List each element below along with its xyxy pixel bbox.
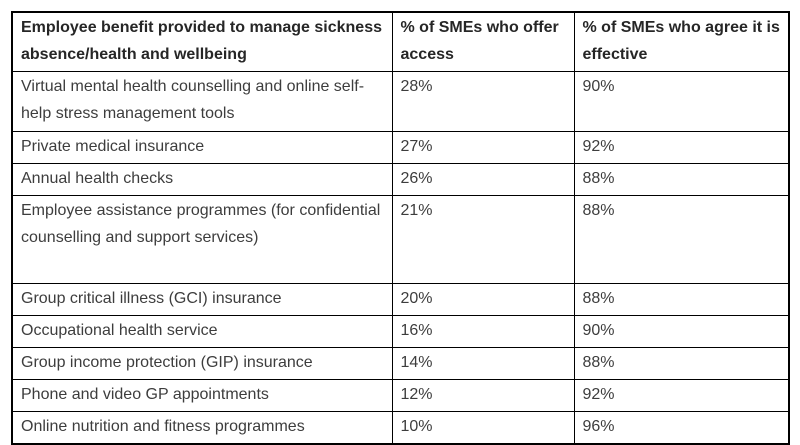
effective-cell: 88% [573, 163, 790, 196]
header-row: Employee benefit provided to manage sick… [11, 11, 790, 72]
table-row: Employee assistance programmes (for conf… [11, 195, 790, 284]
table-row: Group income protection (GIP) insurance … [11, 347, 790, 380]
benefit-cell: Occupational health service [11, 315, 393, 348]
effective-cell: 90% [573, 315, 790, 348]
offer-access-cell: 20% [391, 283, 575, 316]
offer-access-cell: 16% [391, 315, 575, 348]
effective-cell: 92% [573, 131, 790, 164]
effective-cell: 88% [573, 195, 790, 284]
benefit-cell: Virtual mental health counselling and on… [11, 71, 393, 132]
effective-cell: 88% [573, 347, 790, 380]
benefit-cell: Online nutrition and fitness programmes [11, 411, 393, 445]
benefit-cell: Private medical insurance [11, 131, 393, 164]
benefits-table: Employee benefit provided to manage sick… [11, 11, 790, 445]
benefit-cell: Group critical illness (GCI) insurance [11, 283, 393, 316]
table-row: Group critical illness (GCI) insurance 2… [11, 283, 790, 316]
column-header-agree-effective: % of SMEs who agree it is effective [573, 11, 790, 72]
benefit-cell: Phone and video GP appointments [11, 379, 393, 412]
effective-cell: 96% [573, 411, 790, 445]
offer-access-cell: 28% [391, 71, 575, 132]
table-row: Private medical insurance 27% 92% [11, 131, 790, 164]
benefit-cell: Annual health checks [11, 163, 393, 196]
column-header-benefit: Employee benefit provided to manage sick… [11, 11, 393, 72]
offer-access-cell: 26% [391, 163, 575, 196]
offer-access-cell: 14% [391, 347, 575, 380]
effective-cell: 92% [573, 379, 790, 412]
effective-cell: 90% [573, 71, 790, 132]
table-row: Online nutrition and fitness programmes … [11, 411, 790, 445]
table-row: Annual health checks 26% 88% [11, 163, 790, 196]
benefit-cell: Employee assistance programmes (for conf… [11, 195, 393, 284]
offer-access-cell: 27% [391, 131, 575, 164]
offer-access-cell: 10% [391, 411, 575, 445]
offer-access-cell: 21% [391, 195, 575, 284]
table-row: Occupational health service 16% 90% [11, 315, 790, 348]
page: Employee benefit provided to manage sick… [0, 11, 800, 445]
table-row: Phone and video GP appointments 12% 92% [11, 379, 790, 412]
table-row: Virtual mental health counselling and on… [11, 71, 790, 132]
benefit-cell: Group income protection (GIP) insurance [11, 347, 393, 380]
effective-cell: 88% [573, 283, 790, 316]
column-header-offer-access: % of SMEs who offer access [391, 11, 575, 72]
offer-access-cell: 12% [391, 379, 575, 412]
